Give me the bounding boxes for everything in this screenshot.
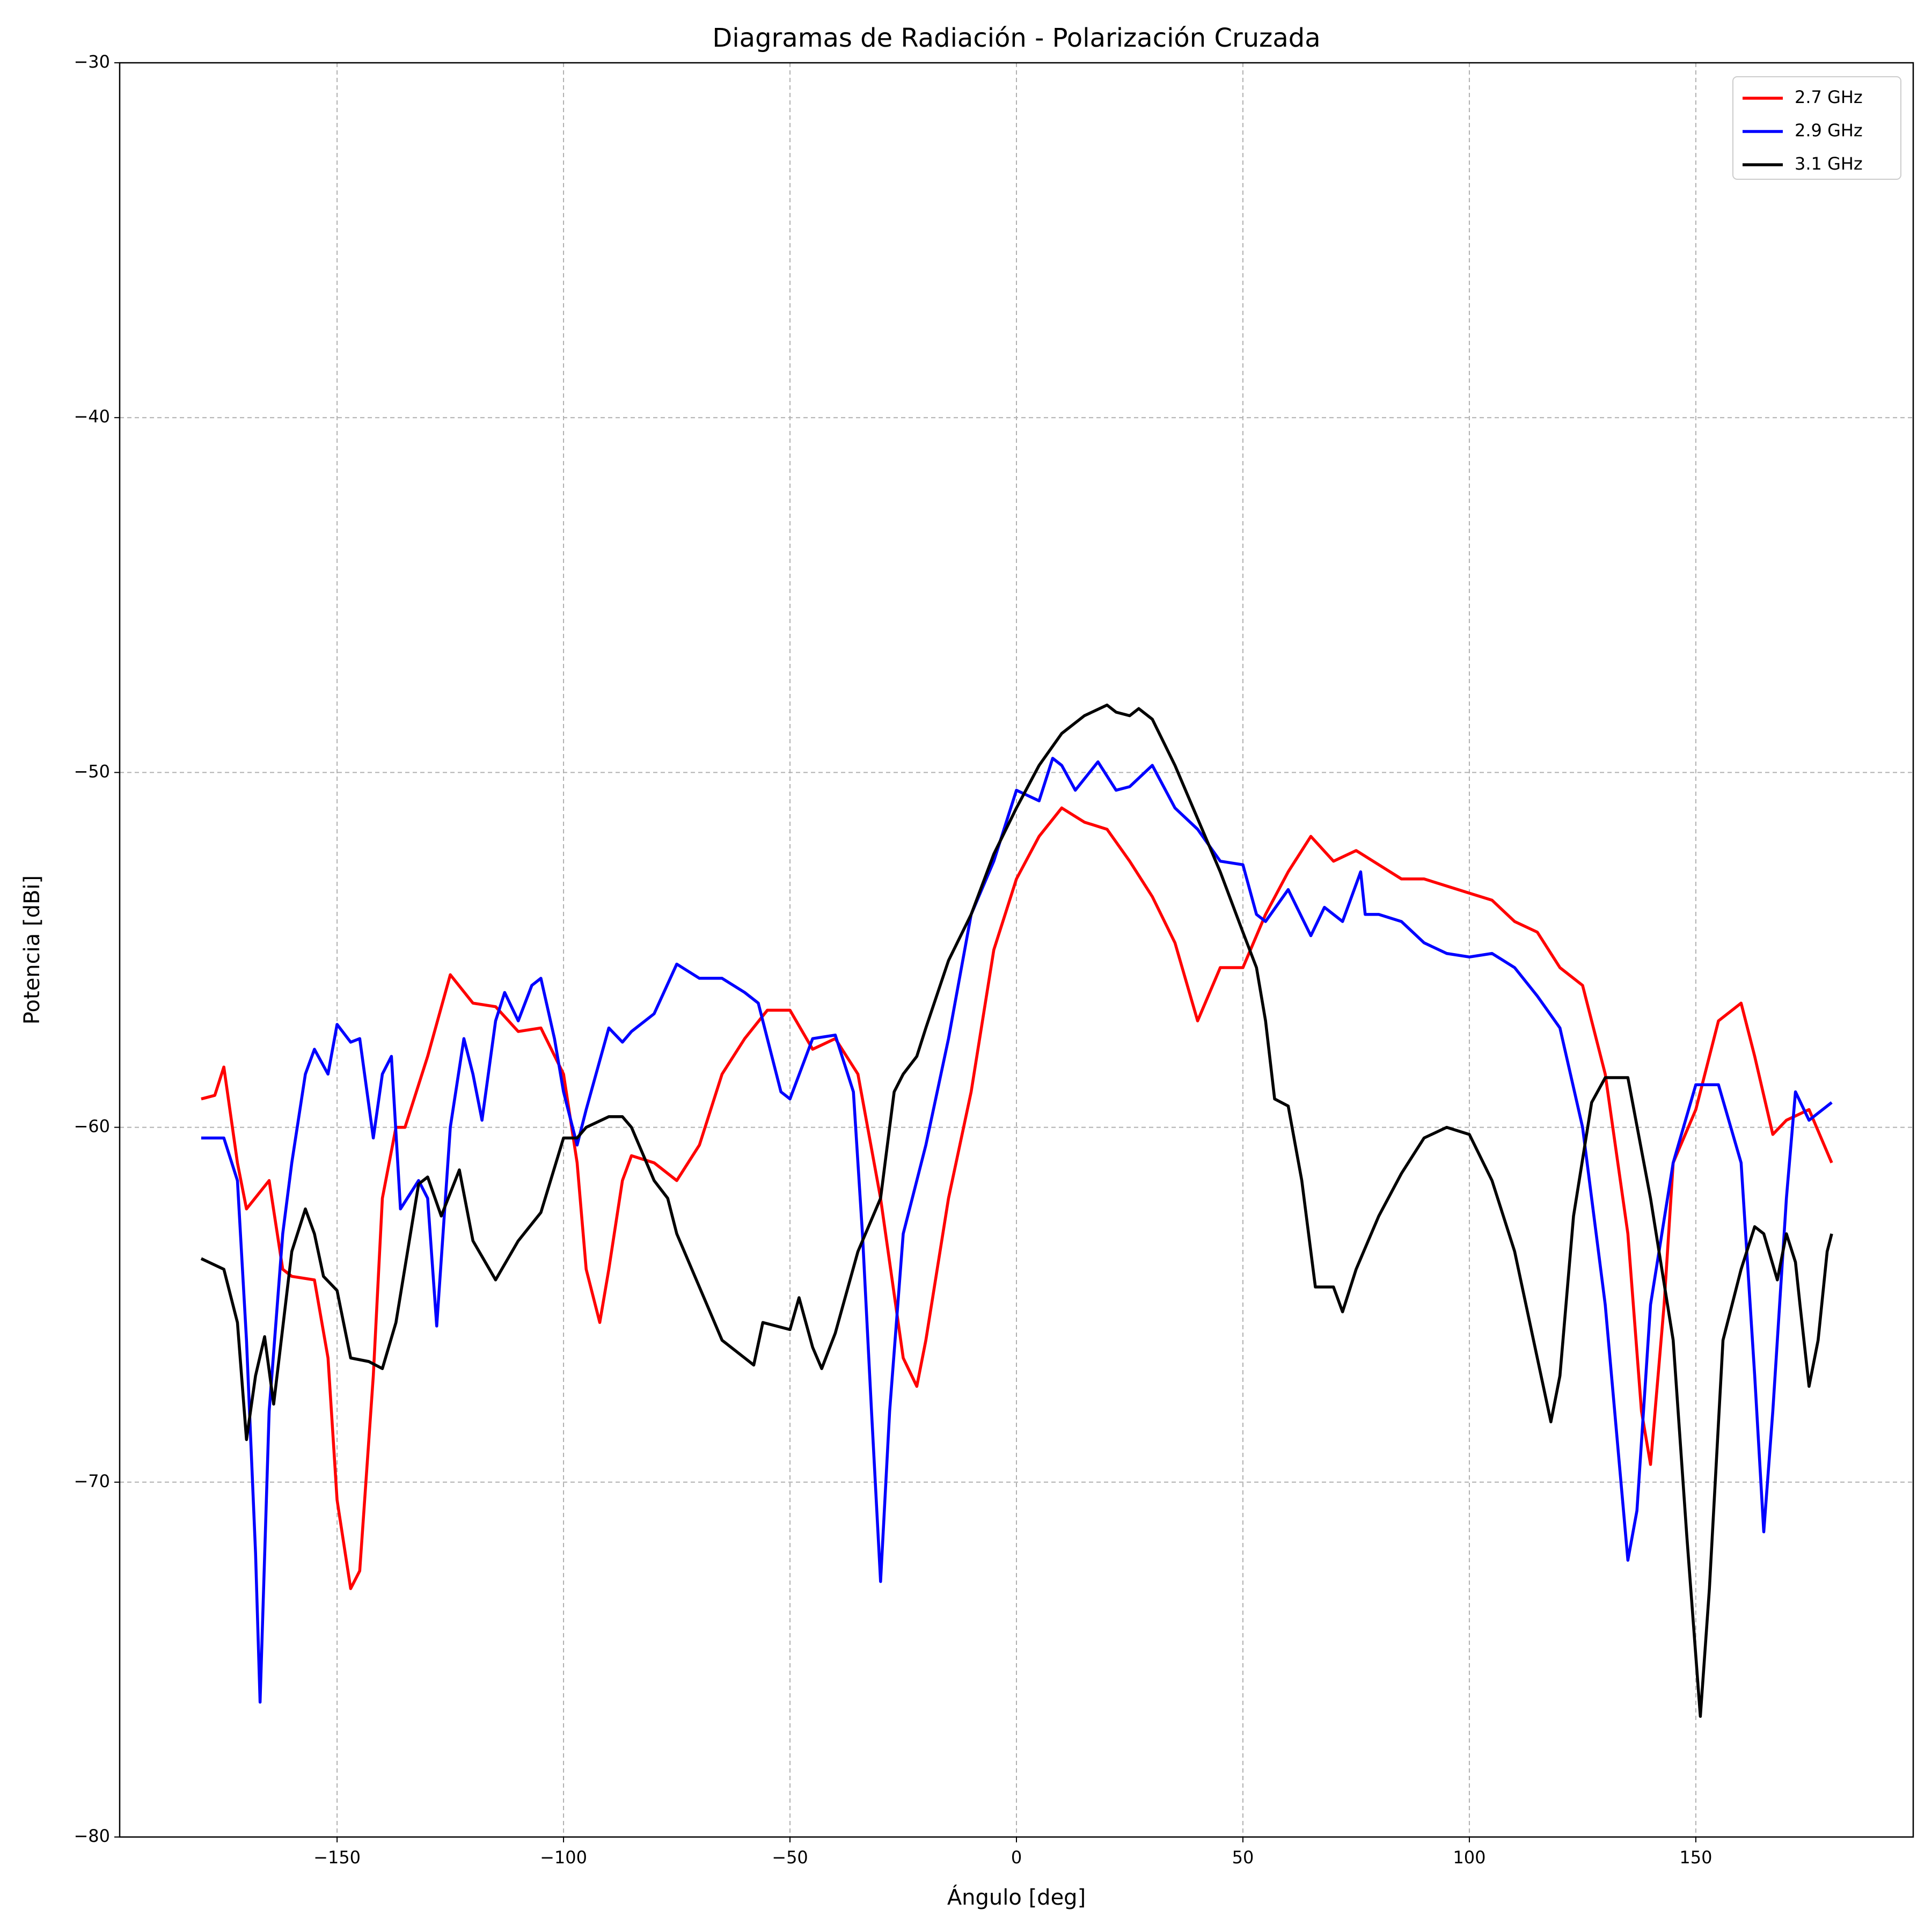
data-line bbox=[200, 704, 1833, 1718]
x-axis-label: Ángulo [deg] bbox=[947, 1884, 1086, 1910]
data-line bbox=[201, 806, 1833, 1590]
x-tick-label: −50 bbox=[772, 1847, 808, 1868]
x-tick-label: −100 bbox=[540, 1847, 587, 1868]
data-line bbox=[201, 757, 1833, 1704]
y-tick-label: −30 bbox=[74, 52, 110, 72]
x-tick-label: 100 bbox=[1453, 1847, 1485, 1868]
plot-frame bbox=[119, 62, 1914, 1838]
legend: 2.7 GHz 2.9 GHz 3.1 GHz bbox=[1732, 76, 1901, 180]
legend-label: 2.9 GHz bbox=[1795, 120, 1863, 141]
x-tick-label: 0 bbox=[1011, 1847, 1022, 1868]
chart-title: Diagramas de Radiación - Polarización Cr… bbox=[712, 23, 1320, 53]
x-tick-label: −150 bbox=[313, 1847, 361, 1868]
x-tick-label: 150 bbox=[1679, 1847, 1712, 1868]
y-tick-label: −40 bbox=[74, 406, 110, 427]
x-tick-label: 50 bbox=[1232, 1847, 1254, 1868]
legend-label: 2.7 GHz bbox=[1795, 87, 1863, 107]
y-tick-label: −70 bbox=[74, 1471, 110, 1491]
y-tick-label: −60 bbox=[74, 1116, 110, 1137]
legend-box bbox=[1732, 76, 1901, 180]
legend-label: 3.1 GHz bbox=[1795, 153, 1863, 174]
y-tick-label: −50 bbox=[74, 761, 110, 781]
y-tick-label: −80 bbox=[74, 1826, 110, 1846]
y-axis-label: Potencia [dBi] bbox=[20, 875, 45, 1024]
